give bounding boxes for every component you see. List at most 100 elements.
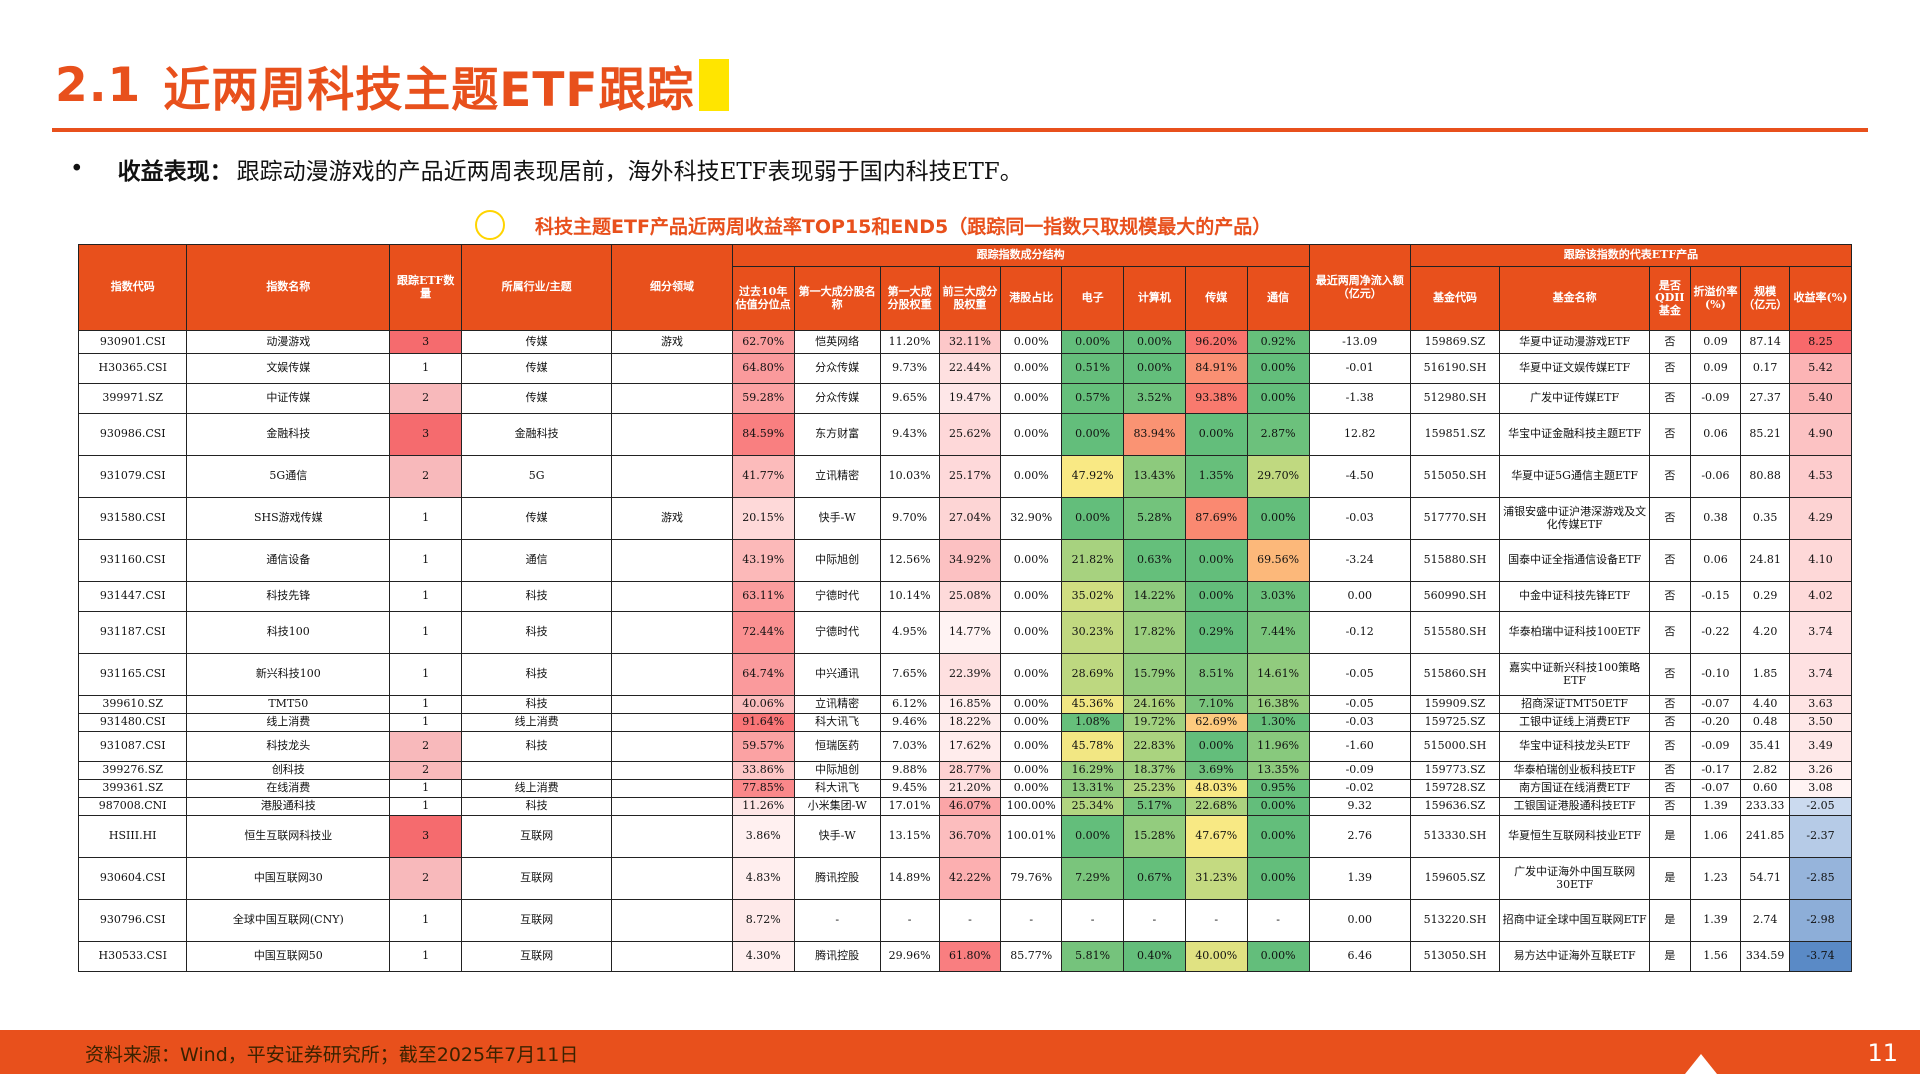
cell-fund-code: 159728.SZ (1409, 779, 1501, 798)
cell-top1-weight: 12.56% (879, 539, 940, 582)
cell-media: 0.00% (1184, 581, 1248, 612)
cell-return: 4.02 (1788, 581, 1853, 612)
cell-return: 4.29 (1788, 497, 1853, 540)
cell-top3-weight: 42.22% (938, 857, 1002, 900)
cell-computer: 83.94% (1123, 413, 1186, 456)
cell-index-name: 创科技 (186, 761, 391, 780)
cell-top1-weight: 7.65% (879, 653, 940, 696)
cell-top1-weight: 9.73% (879, 353, 940, 384)
cell-hk-share: 0.00% (1000, 330, 1063, 354)
table-row: 931580.CSI SHS游戏传媒 1 传媒 游戏 20.15% 快手-W 9.70% 27.… (77, 497, 1853, 540)
cell-top1-weight: 11.20% (879, 330, 940, 354)
cell-top1-name: 立讯精密 (793, 695, 881, 714)
cell-valuation-pct: 64.74% (731, 653, 795, 696)
cell-valuation-pct: 59.57% (731, 731, 795, 762)
cell-return: 3.08 (1788, 779, 1853, 798)
table-row: 399971.SZ 中证传媒 2 传媒 59.28% 分众传媒 9.65% 19.47% 0.0… (77, 383, 1853, 414)
bullet-text: 跟踪动漫游戏的产品近两周表现居前，海外科技ETF表现弱于国内科技ETF。 (236, 159, 1023, 185)
cell-scale: 87.14 (1740, 330, 1790, 354)
cell-valuation-pct: 11.26% (731, 797, 795, 816)
cell-subfield (611, 455, 733, 498)
header-etf-count: 跟踪ETF数量 (389, 244, 463, 331)
table-row: 931447.CSI 科技先锋 1 科技 63.11% 宁德时代 10.14% 25.08% 0… (77, 581, 1853, 612)
cell-fund-name: 华宝中证金融科技主题ETF (1499, 413, 1651, 456)
cell-net-inflow: -1.38 (1308, 383, 1411, 414)
cell-top1-weight: 9.45% (879, 779, 940, 798)
cell-industry: 传媒 (461, 383, 613, 414)
cell-scale: 24.81 (1740, 539, 1790, 582)
cell-hk-share: 100.00% (1000, 797, 1063, 816)
cell-index-code: 931480.CSI (77, 713, 188, 732)
header-valuation-pct: 过去10年估值分位点 (731, 266, 795, 331)
cell-scale: 0.17 (1740, 353, 1790, 384)
footer-bar: 资料来源：Wind，平安证券研究所；截至2025年7月11日 11 (0, 1030, 1920, 1074)
cell-return: -2.05 (1788, 797, 1853, 816)
cell-subfield (611, 857, 733, 900)
cell-index-code: 931160.CSI (77, 539, 188, 582)
cell-computer: 24.16% (1123, 695, 1186, 714)
cell-qdii: 否 (1649, 330, 1691, 354)
cell-premium: -0.20 (1689, 713, 1742, 732)
cell-top3-weight: 36.70% (938, 815, 1002, 858)
cell-top1-name: 科大讯飞 (793, 713, 881, 732)
title-divider (52, 128, 1868, 132)
cell-etf-count: 1 (389, 497, 463, 540)
cell-scale: 35.41 (1740, 731, 1790, 762)
cell-top1-name: 分众传媒 (793, 383, 881, 414)
cell-net-inflow: -13.09 (1308, 330, 1411, 354)
cell-top1-weight: 13.15% (879, 815, 940, 858)
cell-industry: 金融科技 (461, 413, 613, 456)
cell-fund-name: 华宝中证科技龙头ETF (1499, 731, 1651, 762)
cell-return: 3.74 (1788, 653, 1853, 696)
cell-valuation-pct: 4.30% (731, 941, 795, 972)
cell-electronics: 25.34% (1061, 797, 1124, 816)
header-media: 传媒 (1184, 266, 1248, 331)
table-row: 931187.CSI 科技100 1 科技 72.44% 宁德时代 4.95% 14.77% 0… (77, 611, 1853, 654)
cell-telecom: 1.30% (1246, 713, 1310, 732)
header-fund-name: 基金名称 (1499, 266, 1651, 331)
cell-qdii: 否 (1649, 695, 1691, 714)
cell-valuation-pct: 41.77% (731, 455, 795, 498)
header-top1-weight: 第一大成分股权重 (879, 266, 940, 331)
cell-qdii: 是 (1649, 941, 1691, 972)
cell-return: 5.42 (1788, 353, 1853, 384)
etf-table: 指数代码 指数名称 跟踪ETF数量 所属行业/主题 细分领域 跟踪指数成分结构 … (77, 244, 1853, 972)
cell-net-inflow: 0.00 (1308, 581, 1411, 612)
cell-index-name: 在线消费 (186, 779, 391, 798)
cell-index-name: 恒生互联网科技业 (186, 815, 391, 858)
cell-premium: -0.07 (1689, 695, 1742, 714)
cell-premium: -0.09 (1689, 731, 1742, 762)
cell-electronics: - (1061, 899, 1124, 942)
cell-subfield (611, 353, 733, 384)
cell-qdii: 否 (1649, 779, 1691, 798)
cell-top1-weight: 7.03% (879, 731, 940, 762)
cell-valuation-pct: 91.64% (731, 713, 795, 732)
cell-top3-weight: 17.62% (938, 731, 1002, 762)
cell-industry: 互联网 (461, 857, 613, 900)
header-electronics: 电子 (1061, 266, 1124, 331)
table-row: 931087.CSI 科技龙头 2 科技 59.57% 恒瑞医药 7.03% 17.62% 0.… (77, 731, 1853, 762)
cell-electronics: 0.00% (1061, 413, 1124, 456)
cell-etf-count: 3 (389, 413, 463, 456)
cell-subfield (611, 383, 733, 414)
cell-premium: 1.06 (1689, 815, 1742, 858)
cell-index-name: 科技龙头 (186, 731, 391, 762)
cell-top1-name: 中际旭创 (793, 761, 881, 780)
table-row: 931079.CSI 5G通信 2 5G 41.77% 立讯精密 10.03% 25.17% 0… (77, 455, 1853, 498)
table-row: 930986.CSI 金融科技 3 金融科技 84.59% 东方财富 9.43% 25.62%… (77, 413, 1853, 456)
cell-premium: -0.15 (1689, 581, 1742, 612)
cell-subfield (611, 413, 733, 456)
header-premium: 折溢价率(%) (1689, 266, 1742, 331)
cell-telecom: 0.00% (1246, 383, 1310, 414)
cell-fund-name: 浦银安盛中证沪港深游戏及文化传媒ETF (1499, 497, 1651, 540)
cell-top1-name: 恒瑞医药 (793, 731, 881, 762)
cell-media: 48.03% (1184, 779, 1248, 798)
cell-industry: 线上消费 (461, 713, 613, 732)
cell-industry: 传媒 (461, 353, 613, 384)
cell-fund-name: 华夏中证5G通信主题ETF (1499, 455, 1651, 498)
cell-index-name: 5G通信 (186, 455, 391, 498)
cell-telecom: 0.00% (1246, 353, 1310, 384)
cell-telecom: 11.96% (1246, 731, 1310, 762)
cell-valuation-pct: 33.86% (731, 761, 795, 780)
cell-qdii: 否 (1649, 497, 1691, 540)
